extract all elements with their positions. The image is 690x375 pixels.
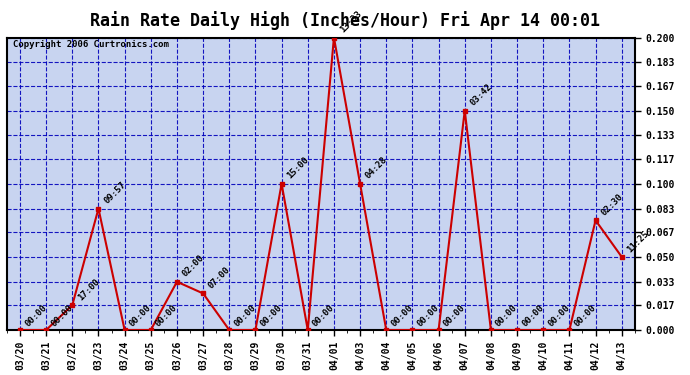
Text: 00:00: 00:00	[233, 303, 258, 328]
Text: 00:00: 00:00	[389, 303, 415, 328]
Text: 00:00: 00:00	[573, 303, 598, 328]
Text: 03:42: 03:42	[469, 82, 494, 108]
Text: 00:00: 00:00	[311, 303, 336, 328]
Text: Copyright 2006 Curtronics.com: Copyright 2006 Curtronics.com	[13, 40, 169, 50]
Text: 00:00: 00:00	[520, 303, 546, 328]
Text: 00:00: 00:00	[546, 303, 572, 328]
Text: Rain Rate Daily High (Inches/Hour) Fri Apr 14 00:01: Rain Rate Daily High (Inches/Hour) Fri A…	[90, 11, 600, 30]
Text: 11:25: 11:25	[626, 229, 651, 254]
Text: 09:57: 09:57	[102, 180, 128, 206]
Text: 00:00: 00:00	[442, 303, 467, 328]
Text: 00:00: 00:00	[494, 303, 520, 328]
Text: 07:00: 07:00	[207, 265, 233, 291]
Text: 00:00: 00:00	[259, 303, 284, 328]
Text: 00:00: 00:00	[23, 303, 48, 328]
Text: 15:00: 15:00	[286, 156, 311, 181]
Text: 17:00: 17:00	[76, 277, 101, 302]
Text: 13:33: 13:33	[338, 9, 363, 34]
Text: 02:30: 02:30	[600, 192, 625, 217]
Text: 02:00: 02:00	[181, 254, 206, 279]
Text: 00:00: 00:00	[154, 303, 179, 328]
Text: 04:28: 04:28	[364, 156, 389, 181]
Text: 00:00: 00:00	[49, 303, 75, 328]
Text: 00:00: 00:00	[128, 303, 153, 328]
Text: 00:00: 00:00	[415, 303, 441, 328]
